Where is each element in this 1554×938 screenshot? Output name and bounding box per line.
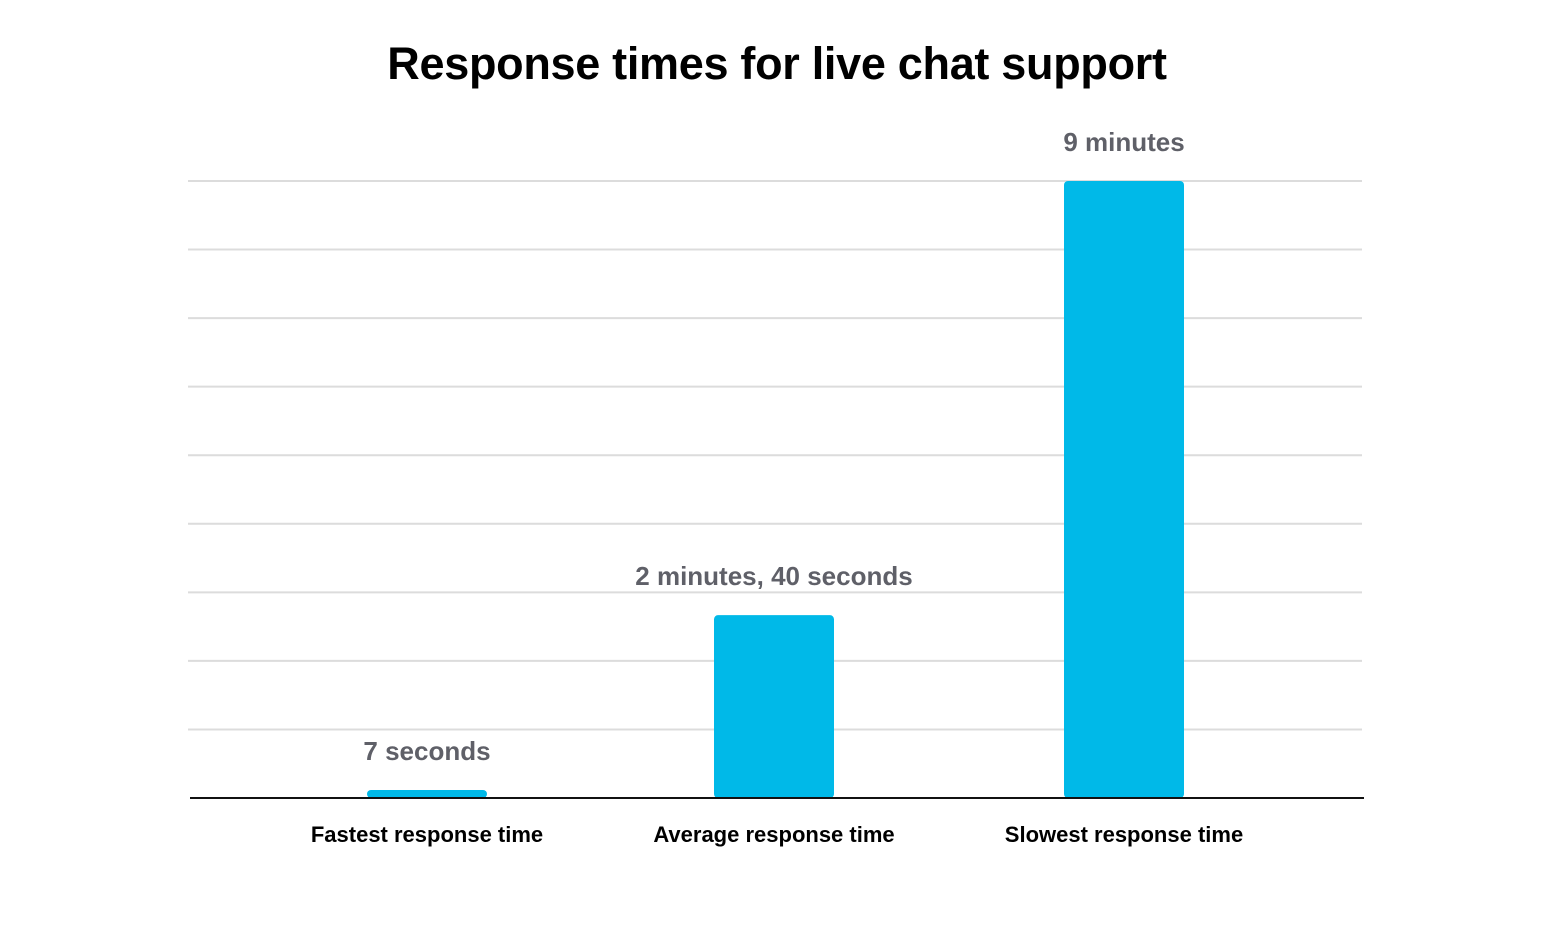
data-label: 7 seconds <box>363 736 490 766</box>
category-label: Average response time <box>653 822 894 847</box>
chart-title: Response times for live chat support <box>387 38 1167 89</box>
bars <box>367 181 1184 798</box>
data-label: 9 minutes <box>1063 127 1184 157</box>
bar-3 <box>1064 181 1184 798</box>
bar-1 <box>367 790 487 798</box>
bar-2 <box>714 615 834 798</box>
category-labels: Fastest response time Average response ti… <box>311 822 1243 847</box>
data-label: 2 minutes, 40 seconds <box>635 561 912 591</box>
data-labels: 7 seconds 2 minutes, 40 seconds 9 minutes <box>363 127 1184 766</box>
category-label: Slowest response time <box>1005 822 1243 847</box>
category-label: Fastest response time <box>311 822 543 847</box>
